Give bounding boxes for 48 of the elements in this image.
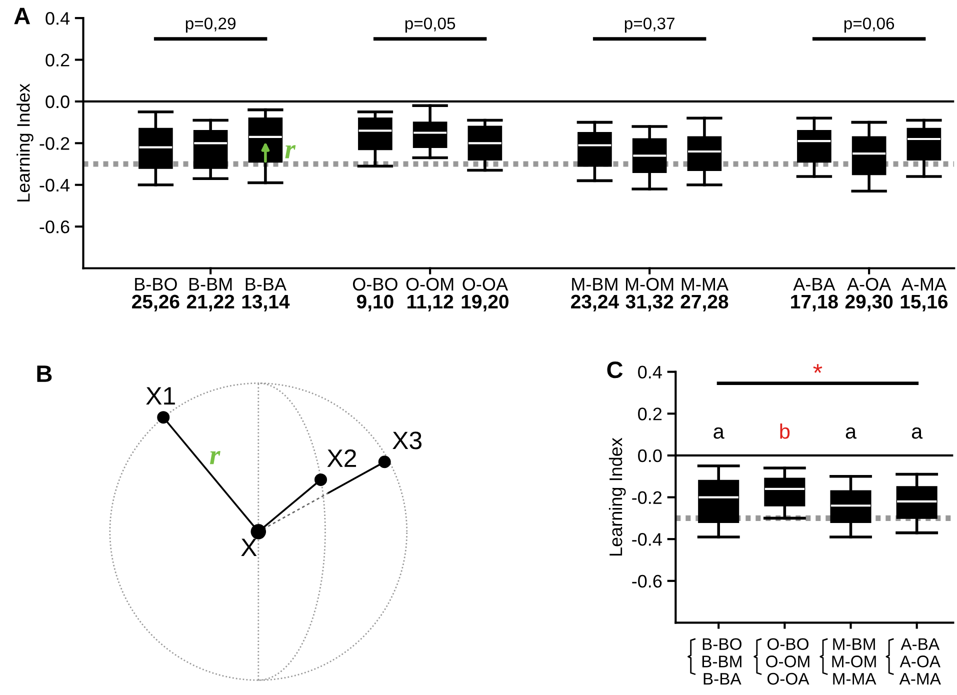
annotation: r (285, 145, 296, 158)
annotation: a (912, 427, 923, 439)
x-tick-label: M-OM 31,32 (626, 278, 674, 312)
y-tick-label: 0.0 (638, 449, 662, 462)
chart-title: A (14, 8, 30, 24)
y-tick-label: -0.6 (40, 220, 70, 234)
annotation: p=0,06 (844, 18, 894, 33)
x-tick-label: A-MA 15,16 (900, 278, 948, 312)
x-tick-label: A-OA 29,30 (845, 278, 893, 312)
x-tick-label: M-BM M-OM M-MA (832, 638, 876, 685)
x-tick-label: A-BA 17,18 (791, 278, 838, 312)
y-axis-title: Learning Index (16, 84, 34, 202)
text: r (210, 451, 220, 464)
x-tick-label: O-OM 11,12 (406, 278, 454, 312)
annotation: a (846, 427, 857, 439)
annotation: a (714, 427, 724, 439)
y-tick-label: 0.2 (638, 408, 662, 420)
text: X3 (392, 432, 422, 450)
y-tick-label: -0.4 (40, 178, 70, 192)
x-tick-label: B-BA 13,14 (242, 278, 290, 312)
x-tick-label: B-BO 25,26 (132, 278, 180, 312)
y-tick-label: -0.4 (632, 533, 662, 546)
x-tick-label: B-BO B-BM B-BA (702, 638, 742, 685)
text: X2 (327, 449, 356, 467)
annotation: * (813, 364, 822, 373)
text: B (37, 366, 52, 382)
annotation: p=0,37 (624, 18, 674, 33)
y-tick-label: -0.6 (632, 574, 662, 588)
y-tick-label: 0.2 (46, 54, 70, 66)
x-tick-label: M-MA 27,28 (680, 278, 728, 312)
annotation: p=0,05 (405, 18, 456, 33)
chart-title: C (607, 361, 623, 378)
y-tick-label: 0.4 (638, 366, 662, 379)
text: X1 (146, 387, 175, 405)
x-tick-label: O-BO O-OM O-OA (766, 638, 810, 685)
x-tick-label: O-OA 19,20 (462, 278, 508, 312)
y-tick-label: -0.2 (40, 137, 70, 150)
annotation: p=0,29 (186, 18, 236, 33)
y-tick-label: -0.2 (632, 491, 662, 504)
y-axis-title: Learning Index (608, 438, 626, 556)
y-tick-label: 0.4 (46, 12, 70, 25)
y-tick-label: 0.0 (46, 95, 70, 108)
x-tick-label: O-BO 9,10 (352, 278, 398, 312)
annotation: b (780, 423, 790, 439)
x-tick-label: B-BM 21,22 (186, 278, 234, 312)
x-tick-label: M-BM 23,24 (571, 278, 619, 312)
text: X (241, 538, 257, 556)
x-tick-label: A-BA A-OA A-MA (899, 638, 941, 685)
